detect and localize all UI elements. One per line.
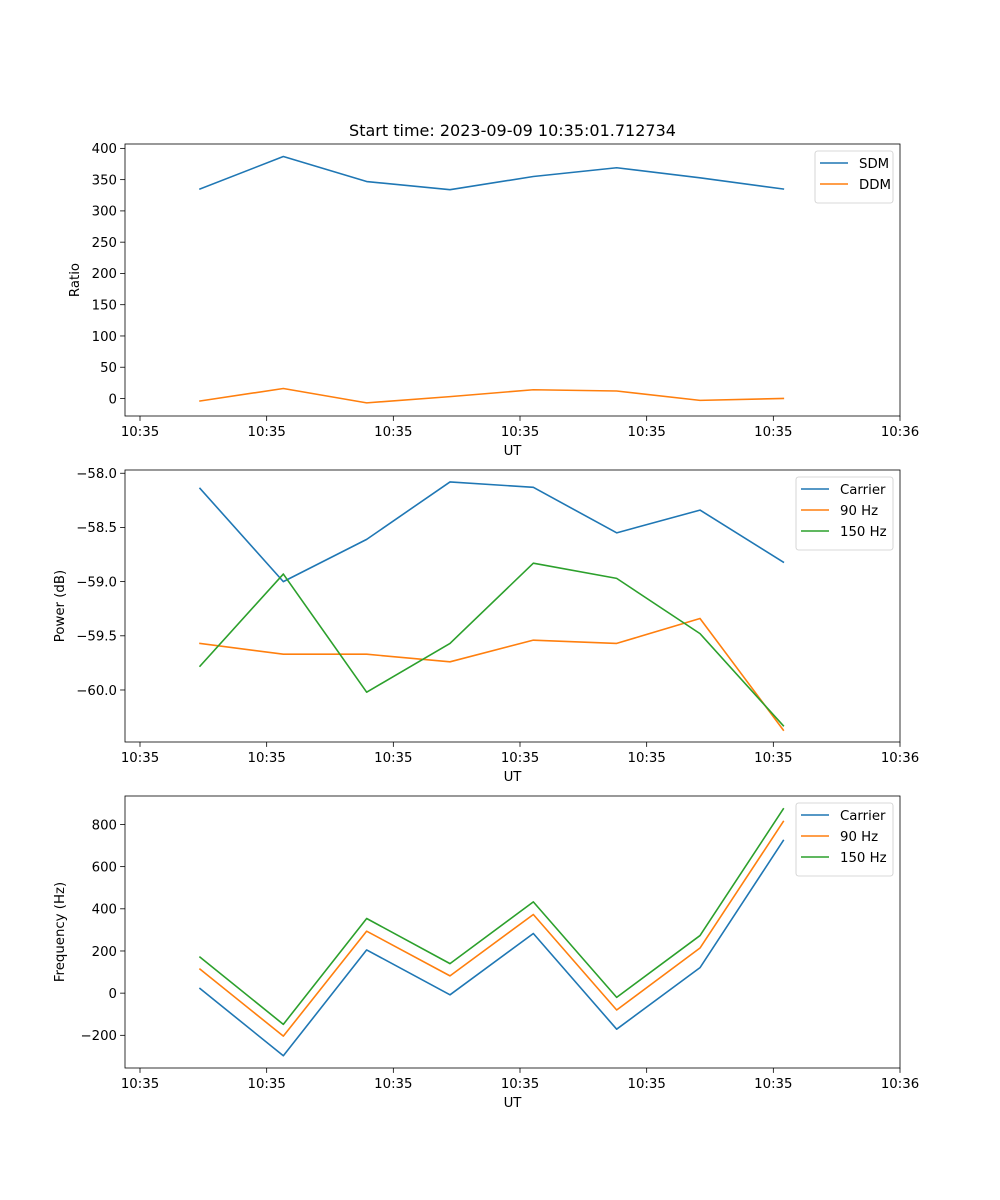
- y-tick-label: −60.0: [76, 684, 117, 699]
- x-tick-label: 10:35: [121, 751, 159, 766]
- y-tick-label: −200: [80, 1029, 117, 1044]
- legend-label: Carrier: [840, 809, 886, 824]
- x-tick-label: 10:36: [881, 1077, 919, 1092]
- y-tick-label: 200: [92, 945, 117, 960]
- y-axis-label: Ratio: [68, 263, 83, 297]
- legend-label: 150 Hz: [840, 851, 887, 866]
- series-line-150-hz: [198, 807, 785, 1026]
- x-tick-label: 10:35: [248, 1077, 286, 1092]
- chart-panels: 10:35 10:35 10:35 10:35 10:35 10:35 10:36 0 50 10…: [53, 142, 919, 1111]
- legend: Carrier 90 Hz 150 Hz: [795, 476, 894, 551]
- legend-label: 150 Hz: [840, 525, 887, 540]
- x-tick-label: 10:35: [628, 425, 666, 440]
- chart-panel-2: 10:35 10:35 10:35 10:35 10:35 10:35 10:36 −60.0…: [53, 467, 919, 785]
- x-tick-label: 10:35: [374, 425, 412, 440]
- x-tick-label: 10:35: [374, 1077, 412, 1092]
- x-tick-label: 10:35: [628, 751, 666, 766]
- legend-label: SDM: [859, 157, 889, 172]
- x-tick-label: 10:35: [121, 425, 159, 440]
- chart-title: Start time: 2023-09-09 10:35:01.712734: [349, 121, 676, 140]
- legend-label: DDM: [859, 178, 891, 193]
- x-tick-label: 10:35: [501, 425, 539, 440]
- axes-frame: [124, 795, 901, 1069]
- y-tick-label: −59.5: [76, 630, 117, 645]
- series-line-sdm: [198, 155, 785, 191]
- chart-panel-3: 10:35 10:35 10:35 10:35 10:35 10:35 10:36 −200 0…: [53, 795, 919, 1111]
- y-axis-label: Frequency (Hz): [53, 882, 68, 982]
- x-tick-label: 10:35: [248, 425, 286, 440]
- axes-frame: [124, 143, 901, 417]
- x-axis-label: UT: [504, 444, 523, 459]
- series-line-carrier: [198, 481, 785, 583]
- x-tick-label: 10:35: [501, 1077, 539, 1092]
- y-tick-label: 400: [92, 903, 117, 918]
- y-tick-label: 150: [92, 298, 117, 313]
- x-axis-label: UT: [504, 770, 523, 785]
- y-tick-label: 400: [92, 142, 117, 157]
- y-tick-label: 350: [92, 173, 117, 188]
- axes-frame: [124, 469, 901, 743]
- legend-label: 90 Hz: [840, 504, 878, 519]
- chart-panel-1: 10:35 10:35 10:35 10:35 10:35 10:35 10:36 0 50 10…: [68, 142, 919, 459]
- x-tick-label: 10:35: [501, 751, 539, 766]
- x-tick-label: 10:35: [374, 751, 412, 766]
- y-tick-label: 800: [92, 818, 117, 833]
- y-tick-label: 250: [92, 236, 117, 251]
- x-tick-label: 10:36: [881, 425, 919, 440]
- series-line-90-hz: [198, 820, 785, 1037]
- series-line-carrier: [198, 839, 785, 1057]
- series-line-150-hz: [198, 562, 785, 727]
- x-tick-label: 10:35: [754, 1077, 792, 1092]
- y-tick-label: 0: [109, 987, 117, 1002]
- x-tick-label: 10:35: [121, 1077, 159, 1092]
- legend-frame: [814, 150, 894, 204]
- y-tick-label: −59.0: [76, 575, 117, 590]
- series-line-90-hz: [199, 617, 785, 732]
- x-tick-label: 10:35: [754, 751, 792, 766]
- x-axis-label: UT: [504, 1096, 523, 1111]
- x-tick-label: 10:35: [248, 751, 286, 766]
- x-tick-label: 10:35: [754, 425, 792, 440]
- y-tick-label: 600: [92, 860, 117, 875]
- y-axis-label: Power (dB): [53, 570, 68, 642]
- legend-label: 90 Hz: [840, 830, 878, 845]
- series-line-ddm: [199, 387, 785, 404]
- y-tick-label: 0: [109, 392, 117, 407]
- y-tick-label: 50: [100, 361, 117, 376]
- x-tick-label: 10:36: [881, 751, 919, 766]
- legend: Carrier 90 Hz 150 Hz: [795, 802, 894, 877]
- legend: SDM DDM: [814, 150, 894, 204]
- y-tick-label: 100: [92, 330, 117, 345]
- y-tick-label: 300: [92, 205, 117, 220]
- x-tick-label: 10:35: [628, 1077, 666, 1092]
- y-tick-label: −58.0: [76, 467, 117, 482]
- y-tick-label: 200: [92, 267, 117, 282]
- y-tick-label: −58.5: [76, 521, 117, 536]
- legend-label: Carrier: [840, 483, 886, 498]
